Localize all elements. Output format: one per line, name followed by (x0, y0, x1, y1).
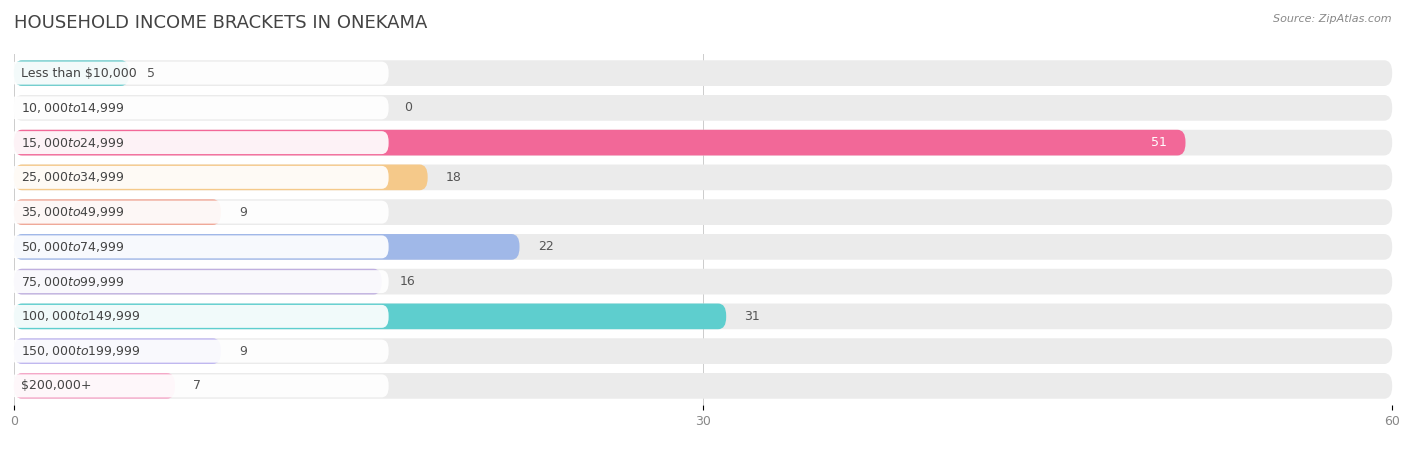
FancyBboxPatch shape (10, 96, 388, 119)
FancyBboxPatch shape (14, 234, 1392, 260)
Text: 9: 9 (239, 345, 247, 358)
FancyBboxPatch shape (14, 269, 381, 294)
Text: 9: 9 (239, 206, 247, 219)
FancyBboxPatch shape (14, 199, 1392, 225)
Text: $200,000+: $200,000+ (21, 379, 91, 392)
Text: 51: 51 (1152, 136, 1167, 149)
Text: 22: 22 (537, 240, 554, 253)
FancyBboxPatch shape (10, 340, 388, 363)
FancyBboxPatch shape (14, 303, 1392, 329)
Text: $100,000 to $149,999: $100,000 to $149,999 (21, 310, 141, 324)
Text: $50,000 to $74,999: $50,000 to $74,999 (21, 240, 125, 254)
FancyBboxPatch shape (14, 130, 1392, 156)
FancyBboxPatch shape (14, 338, 1392, 364)
FancyBboxPatch shape (14, 165, 1392, 190)
Text: 7: 7 (193, 379, 201, 392)
Text: $75,000 to $99,999: $75,000 to $99,999 (21, 274, 125, 288)
FancyBboxPatch shape (14, 95, 1392, 121)
FancyBboxPatch shape (14, 234, 519, 260)
FancyBboxPatch shape (10, 374, 388, 397)
Text: $150,000 to $199,999: $150,000 to $199,999 (21, 344, 141, 358)
Text: 0: 0 (405, 101, 412, 114)
Text: Source: ZipAtlas.com: Source: ZipAtlas.com (1274, 14, 1392, 23)
FancyBboxPatch shape (10, 166, 388, 189)
FancyBboxPatch shape (10, 62, 388, 85)
Text: Less than $10,000: Less than $10,000 (21, 67, 136, 80)
FancyBboxPatch shape (14, 130, 1185, 156)
Text: $10,000 to $14,999: $10,000 to $14,999 (21, 101, 125, 115)
Text: $15,000 to $24,999: $15,000 to $24,999 (21, 135, 125, 149)
FancyBboxPatch shape (14, 303, 725, 329)
Text: HOUSEHOLD INCOME BRACKETS IN ONEKAMA: HOUSEHOLD INCOME BRACKETS IN ONEKAMA (14, 14, 427, 32)
FancyBboxPatch shape (14, 269, 1392, 294)
Text: $25,000 to $34,999: $25,000 to $34,999 (21, 171, 125, 184)
Text: $35,000 to $49,999: $35,000 to $49,999 (21, 205, 125, 219)
FancyBboxPatch shape (10, 305, 388, 328)
FancyBboxPatch shape (10, 235, 388, 258)
FancyBboxPatch shape (14, 165, 427, 190)
FancyBboxPatch shape (14, 373, 174, 399)
Text: 16: 16 (399, 275, 416, 288)
FancyBboxPatch shape (14, 60, 129, 86)
FancyBboxPatch shape (10, 201, 388, 224)
FancyBboxPatch shape (14, 373, 1392, 399)
Text: 18: 18 (446, 171, 461, 184)
FancyBboxPatch shape (10, 270, 388, 293)
FancyBboxPatch shape (14, 60, 1392, 86)
FancyBboxPatch shape (14, 338, 221, 364)
FancyBboxPatch shape (10, 131, 388, 154)
Text: 5: 5 (148, 67, 155, 80)
FancyBboxPatch shape (14, 199, 221, 225)
Text: 31: 31 (744, 310, 761, 323)
